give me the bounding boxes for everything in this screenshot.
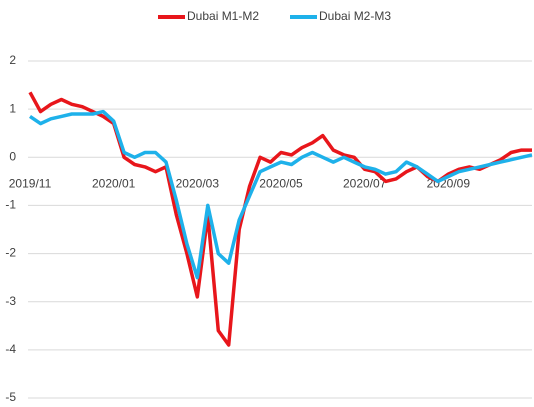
legend-label: Dubai M1-M2: [187, 9, 259, 23]
legend-label: Dubai M2-M3: [319, 9, 391, 23]
x-tick-label: 2020/01: [92, 176, 136, 190]
y-tick-label: -5: [5, 390, 16, 404]
y-tick-label: -3: [5, 294, 16, 308]
series-line: [28, 91, 532, 347]
y-tick-label: -4: [5, 342, 16, 356]
y-tick-label: 1: [9, 101, 16, 115]
x-tick-label: 2020/03: [176, 176, 220, 190]
y-tick-label: 0: [9, 149, 16, 163]
y-tick-label: 2: [9, 53, 16, 67]
x-tick-label: 2020/07: [343, 176, 387, 190]
series-line: [29, 109, 533, 280]
y-tick-label: -1: [5, 198, 16, 212]
x-tick-label: 2019/11: [9, 176, 52, 190]
x-tick-label: 2020/05: [259, 176, 303, 190]
y-tick-label: -2: [5, 246, 16, 260]
